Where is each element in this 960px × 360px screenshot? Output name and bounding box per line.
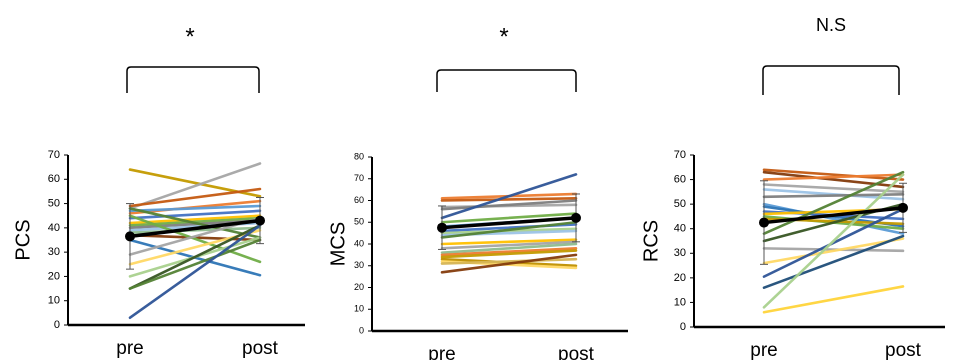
y-tick-label: 60 <box>354 195 364 205</box>
y-axis-title: PCS <box>12 219 34 260</box>
series-line <box>762 168 905 181</box>
y-tick-label: 0 <box>54 319 60 331</box>
panel-pcs: * 0 10 20 30 40 50 60 70 PCS pre post <box>12 23 305 359</box>
series-line <box>762 170 905 189</box>
series-line <box>440 249 578 259</box>
series-line <box>440 247 578 257</box>
y-tick-label: 20 <box>354 282 364 292</box>
series-line <box>128 224 262 290</box>
x-category-label: pre <box>116 338 143 359</box>
y-tick-label: 10 <box>48 295 60 307</box>
mean-marker <box>125 231 135 242</box>
series-line <box>128 187 262 208</box>
y-tick-label: 60 <box>674 173 686 185</box>
series-line <box>440 197 578 202</box>
series-line <box>762 173 905 309</box>
mean-marker <box>759 217 769 228</box>
significance-bracket <box>126 66 260 93</box>
y-tick-label: 40 <box>354 238 364 248</box>
series-line <box>762 170 905 235</box>
series-line <box>440 257 578 265</box>
y-tick-label: 70 <box>354 173 364 183</box>
y-tick-label: 30 <box>674 247 686 259</box>
y-tick-label: 0 <box>680 321 686 333</box>
x-category-label: post <box>558 344 595 360</box>
series-line <box>440 240 578 250</box>
significance-label: * <box>499 23 508 50</box>
mean-line <box>129 218 261 239</box>
y-tick-label: 20 <box>48 270 60 282</box>
significance-bracket <box>762 65 900 95</box>
series-line <box>762 207 905 278</box>
series-line <box>762 193 905 199</box>
y-tick-label: 10 <box>674 296 686 308</box>
series-line <box>128 214 262 225</box>
series-line <box>440 253 578 274</box>
mean-marker <box>571 212 581 223</box>
mean-marker <box>437 222 447 233</box>
series-line <box>440 220 578 239</box>
series-line <box>128 209 262 220</box>
y-tick-label: 20 <box>674 272 686 284</box>
mean-line <box>763 206 904 225</box>
series-line <box>128 238 262 290</box>
significance-label: N.S <box>816 15 846 35</box>
significance-label: * <box>185 23 194 50</box>
y-tick-label: 30 <box>354 260 364 270</box>
series-line <box>440 242 578 254</box>
panel-rcs: N.S 0 10 20 30 40 50 60 70 RCS pre post <box>640 15 945 360</box>
x-category-label: pre <box>428 344 455 360</box>
y-tick-label: 40 <box>48 222 60 234</box>
series-line <box>128 162 262 210</box>
y-tick-label: 40 <box>674 223 686 235</box>
series-line <box>440 212 578 224</box>
y-tick-label: 30 <box>48 246 60 258</box>
y-tick-label: 50 <box>48 197 60 209</box>
series-line <box>762 183 905 194</box>
series-line <box>128 214 262 264</box>
series-line <box>128 207 262 239</box>
y-axis-title: RCS <box>640 220 662 262</box>
series-line <box>762 173 905 181</box>
y-tick-label: 10 <box>354 304 364 314</box>
series-line <box>762 234 905 289</box>
series-line <box>128 204 262 213</box>
x-category-label: post <box>242 338 279 359</box>
mean-line <box>441 216 577 230</box>
series-line <box>762 285 905 314</box>
y-tick-label: 0 <box>359 325 364 335</box>
y-tick-label: 50 <box>674 198 686 210</box>
series-line <box>440 173 578 220</box>
significance-bracket <box>436 69 577 92</box>
y-tick-label: 70 <box>674 149 686 161</box>
x-category-label: pre <box>750 340 777 360</box>
series-line <box>440 199 578 211</box>
series-line <box>762 237 905 265</box>
mean-marker <box>898 202 908 213</box>
mean-marker <box>255 215 265 226</box>
y-tick-label: 70 <box>48 149 60 161</box>
series-line <box>440 238 578 246</box>
panel-mcs: * 0 10 20 30 40 50 60 70 80 MCS pre post <box>327 23 628 360</box>
x-category-label: post <box>885 340 922 360</box>
y-tick-label: 50 <box>354 217 364 227</box>
series-line <box>128 226 262 235</box>
y-axis-title: MCS <box>327 222 349 266</box>
y-tick-label: 60 <box>48 173 60 185</box>
y-tick-label: 80 <box>354 151 364 161</box>
series-line <box>128 224 262 320</box>
